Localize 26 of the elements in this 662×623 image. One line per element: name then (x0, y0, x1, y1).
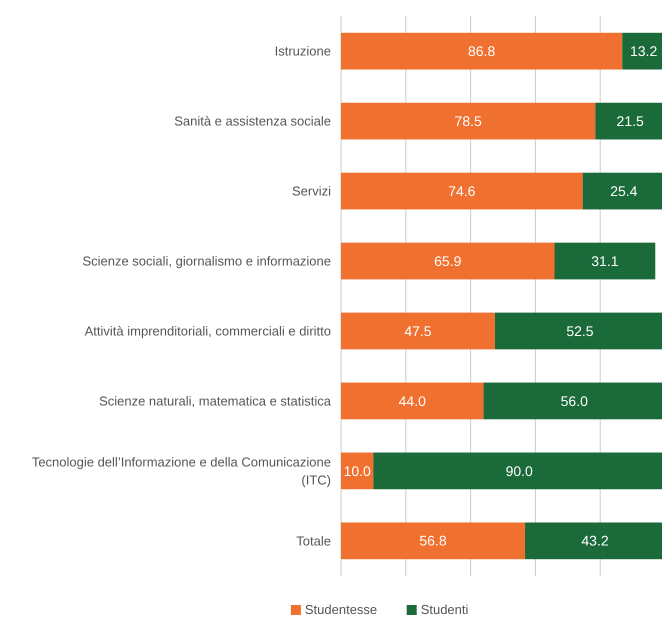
data-label: 52.5 (566, 322, 594, 339)
data-label: 74.6 (448, 182, 476, 199)
data-label: 13.2 (630, 43, 658, 60)
data-label: 43.2 (581, 532, 609, 549)
data-label: 65.9 (434, 252, 462, 269)
y-tick-label: Scienze naturali, matematica e statistica (99, 393, 332, 408)
data-label: 78.5 (454, 113, 482, 130)
data-label: 44.0 (398, 392, 426, 409)
y-tick-label: Tecnologie dell’Informazione e della Comunicazione (ITC) (32, 454, 331, 488)
data-label: 56.8 (419, 532, 447, 549)
legend-label: Studentesse (304, 602, 378, 617)
data-label: 47.5 (404, 322, 432, 339)
data-label: 21.5 (616, 113, 644, 130)
data-label: 25.4 (610, 182, 638, 199)
y-tick-label: Scienze sociali, giornalismo e informazione (82, 254, 331, 269)
data-label: 31.1 (591, 252, 619, 269)
y-tick-label: Sanità e assistenza sociale (174, 114, 331, 129)
data-label: 90.0 (506, 462, 534, 479)
legend-label: Studenti (420, 602, 469, 617)
y-tick-label: Istruzione (274, 44, 331, 59)
y-tick-label: Servizi (292, 184, 332, 199)
data-label: 56.0 (560, 392, 588, 409)
data-label: 86.8 (468, 43, 496, 60)
y-tick-label: Totale (296, 533, 331, 548)
data-label: 10.0 (344, 462, 372, 479)
y-tick-label: Attività imprenditoriali, commerciali e diritto (84, 324, 331, 339)
